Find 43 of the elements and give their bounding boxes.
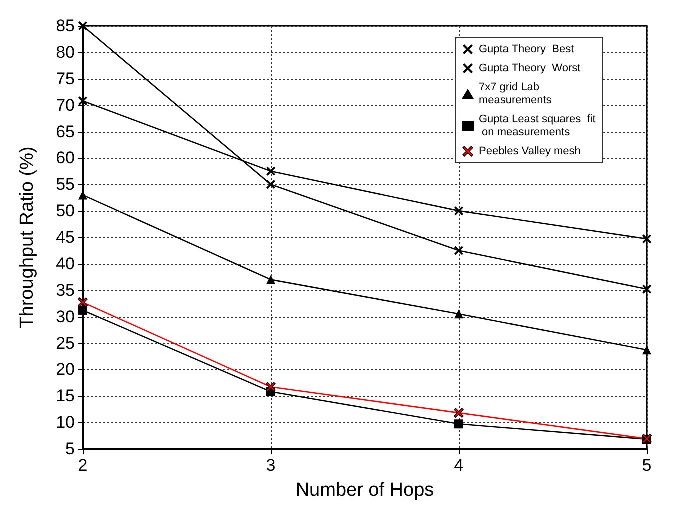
point — [266, 166, 276, 176]
y-tick-label: 15 — [56, 386, 75, 406]
point — [266, 275, 276, 284]
y-tick-label: 30 — [56, 307, 75, 326]
y-tick-label: 60 — [56, 148, 75, 168]
point — [78, 298, 88, 308]
x-axis-title: Number of Hops — [296, 480, 434, 501]
point — [454, 408, 464, 418]
point — [454, 310, 464, 319]
x-tick-label: 4 — [454, 456, 464, 475]
point — [266, 382, 276, 392]
x-tick-label: 2 — [78, 456, 88, 475]
legend-label: Gupta Least squares fit on measurements — [479, 114, 596, 138]
point — [78, 306, 88, 315]
point — [642, 234, 652, 244]
y-tick-label: 45 — [56, 228, 75, 247]
y-tick-label: 80 — [56, 42, 75, 62]
y-tick-label: 10 — [56, 413, 75, 432]
y-tick-label: 35 — [56, 280, 75, 300]
y-tick-label: 50 — [56, 202, 75, 221]
point — [454, 420, 464, 429]
point — [642, 284, 652, 294]
y-tick-label: 70 — [56, 96, 75, 115]
point — [266, 180, 276, 190]
point — [642, 346, 652, 355]
point — [454, 206, 464, 216]
legend-label: Gupta Theory Best — [479, 44, 574, 56]
y-tick-label: 20 — [56, 360, 75, 380]
legend-label: 7x7 grid Lab measurements — [479, 82, 552, 106]
legend-label: Peebles Valley mesh — [479, 146, 581, 158]
y-tick-label: 55 — [56, 175, 75, 194]
legend-label: Gupta Theory Worst — [479, 62, 581, 74]
y-tick-label: 65 — [56, 122, 75, 142]
point — [454, 246, 464, 256]
point — [78, 96, 88, 106]
y-tick-label: 5 — [66, 440, 75, 458]
x-tick-label: 3 — [266, 456, 276, 475]
y-axis-title: Throughput Ratio (%) — [17, 146, 38, 328]
y-tick-label: 40 — [56, 254, 75, 274]
y-tick-label: 25 — [56, 334, 75, 353]
y-tick-label: 75 — [56, 69, 75, 88]
y-tick-label: 85 — [56, 16, 75, 36]
x-tick-label: 5 — [642, 456, 652, 475]
